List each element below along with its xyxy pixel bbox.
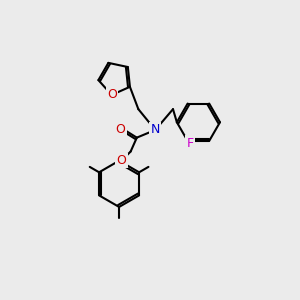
- Text: O: O: [107, 88, 117, 101]
- Text: O: O: [116, 154, 126, 167]
- Text: O: O: [116, 123, 126, 136]
- Text: N: N: [151, 123, 160, 136]
- Text: F: F: [186, 137, 194, 150]
